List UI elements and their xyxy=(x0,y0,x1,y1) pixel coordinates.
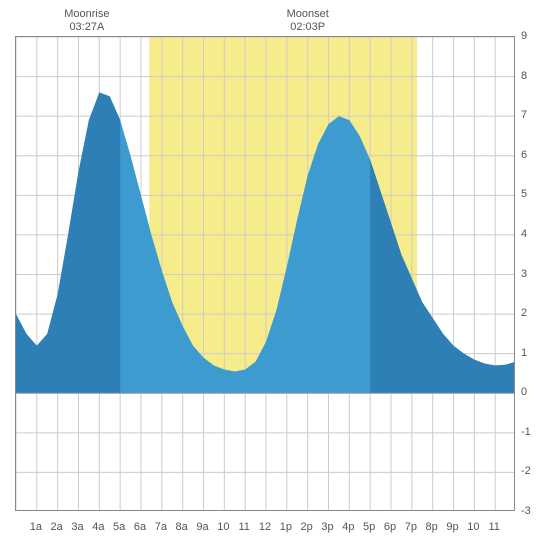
event-time: 03:27A xyxy=(57,21,117,34)
y-tick-label: 2 xyxy=(521,307,541,319)
y-tick-label: 6 xyxy=(521,149,541,161)
x-tick-label: 8p xyxy=(426,521,438,533)
plot-area xyxy=(15,36,515,511)
x-tick-label: 10 xyxy=(467,521,479,533)
x-tick-label: 9p xyxy=(446,521,458,533)
moon-event-label: Moonset02:03P xyxy=(278,8,338,34)
x-tick-label: 1a xyxy=(30,521,42,533)
x-tick-label: 9a xyxy=(196,521,208,533)
x-tick-label: 11 xyxy=(238,521,249,533)
y-tick-label: -1 xyxy=(521,426,541,438)
x-tick-label: 5p xyxy=(363,521,375,533)
tide-chart: Moonrise03:27AMoonset02:03P -3-2-1012345… xyxy=(15,8,535,542)
moon-event-label: Moonrise03:27A xyxy=(57,8,117,34)
x-tick-label: 3p xyxy=(321,521,333,533)
event-title: Moonrise xyxy=(57,8,117,21)
y-tick-label: 4 xyxy=(521,228,541,240)
y-tick-label: 8 xyxy=(521,70,541,82)
x-tick-label: 7p xyxy=(405,521,417,533)
y-tick-label: 3 xyxy=(521,268,541,280)
x-tick-label: 11 xyxy=(488,521,499,533)
x-tick-label: 5a xyxy=(113,521,125,533)
x-tick-label: 8a xyxy=(176,521,188,533)
event-title: Moonset xyxy=(278,8,338,21)
event-time: 02:03P xyxy=(278,21,338,34)
x-tick-label: 2p xyxy=(301,521,313,533)
x-tick-label: 10 xyxy=(217,521,229,533)
x-tick-label: 3a xyxy=(71,521,83,533)
x-tick-label: 12 xyxy=(259,521,271,533)
y-tick-label: 9 xyxy=(521,30,541,42)
x-tick-label: 7a xyxy=(155,521,167,533)
y-tick-label: 1 xyxy=(521,347,541,359)
y-tick-label: -3 xyxy=(521,505,541,517)
y-tick-label: 5 xyxy=(521,188,541,200)
top-event-labels: Moonrise03:27A Moonset02:03P xyxy=(15,8,535,36)
x-tick-label: 4a xyxy=(92,521,104,533)
x-tick-label: 1p xyxy=(280,521,292,533)
x-tick-label: 6p xyxy=(384,521,396,533)
x-tick-label: 6a xyxy=(134,521,146,533)
y-tick-label: 0 xyxy=(521,386,541,398)
x-tick-label: 4p xyxy=(342,521,354,533)
y-tick-label: -2 xyxy=(521,465,541,477)
y-tick-label: 7 xyxy=(521,109,541,121)
x-tick-label: 2a xyxy=(51,521,63,533)
